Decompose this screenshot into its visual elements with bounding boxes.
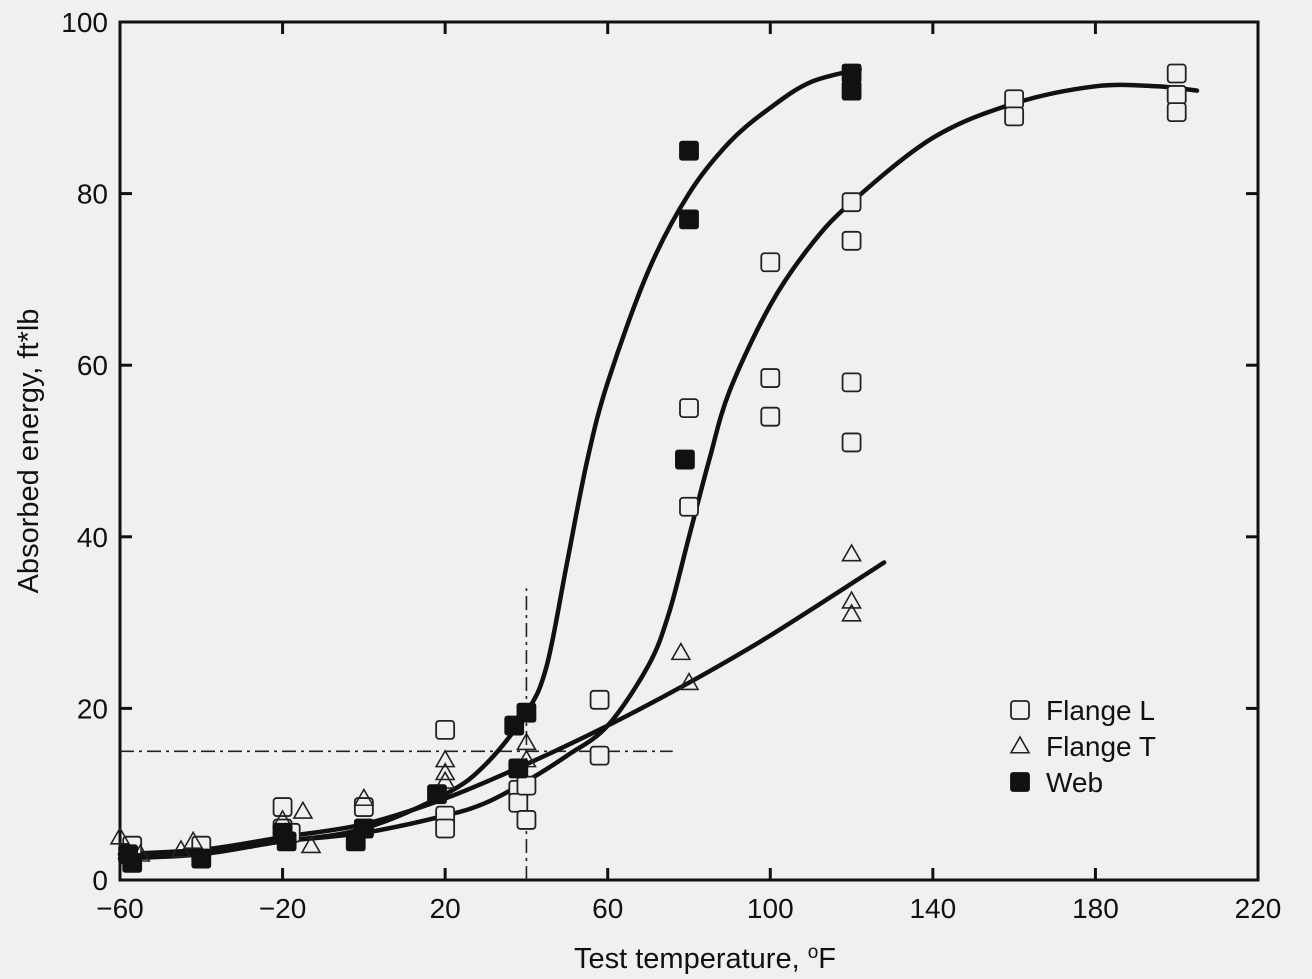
point-flange-l — [589, 745, 610, 766]
x-axis-title: Test temperature, oF — [574, 942, 836, 975]
x-tick-label: −20 — [259, 893, 307, 924]
point-flange-l — [679, 496, 699, 517]
point-flange-l — [1004, 89, 1025, 110]
point-flange-t — [434, 749, 456, 768]
legend-marker-flange-l — [1010, 700, 1030, 720]
x-tick-label: −60 — [96, 893, 144, 924]
point-flange-t — [841, 603, 862, 622]
x-tick-label: 100 — [747, 893, 794, 924]
point-flange-l — [841, 192, 862, 213]
point-flange-l — [841, 372, 862, 393]
legend-label-flange-l: Flange L — [1046, 695, 1155, 726]
point-flange-t — [678, 672, 700, 691]
x-tick-label: 20 — [430, 893, 461, 924]
y-tick-label: 80 — [77, 179, 108, 210]
point-flange-t — [353, 787, 375, 807]
y-axis-title: Absorbed energy, ft*lb — [13, 309, 45, 594]
legend: Flange L Flange T Web — [1009, 695, 1156, 798]
fit-curve-flange-l — [117, 82, 1200, 861]
point-flange-l — [353, 797, 374, 817]
point-flange-t — [292, 800, 314, 819]
point-web — [191, 848, 212, 869]
point-web — [679, 140, 699, 161]
x-tick-label: 60 — [592, 893, 623, 924]
point-web — [122, 852, 143, 873]
x-tick-label: 220 — [1235, 893, 1282, 924]
y-axis: 0 20 40 60 80 100 — [61, 7, 1258, 896]
point-web — [841, 63, 862, 84]
x-tick-label: 180 — [1072, 893, 1119, 924]
point-web — [508, 758, 529, 779]
point-flange-l — [516, 775, 537, 796]
point-web — [427, 784, 447, 805]
y-tick-label: 60 — [77, 350, 108, 381]
point-web — [516, 702, 537, 723]
point-flange-l — [435, 818, 456, 839]
point-flange-t — [841, 590, 862, 609]
point-flange-t — [182, 830, 204, 849]
point-flange-l — [760, 252, 781, 273]
point-flange-l — [1004, 106, 1025, 127]
y-tick-label: 100 — [61, 7, 108, 38]
point-flange-t — [300, 835, 322, 854]
point-flange-l — [435, 719, 456, 740]
x-axis: −60 −20 20 60 100 140 180 220 — [96, 22, 1281, 924]
point-flange-l — [1166, 63, 1187, 84]
point-flange-l — [589, 689, 610, 710]
point-flange-l — [760, 406, 781, 427]
legend-label-web: Web — [1046, 767, 1103, 798]
x-axis-unit: F — [818, 943, 836, 975]
point-flange-l — [1166, 102, 1187, 122]
x-axis-title-text: Test temperature, — [574, 943, 808, 975]
x-axis-unit-prefix: o — [808, 942, 819, 963]
point-web — [276, 831, 297, 852]
point-flange-l — [760, 368, 781, 388]
point-flange-l — [1166, 85, 1187, 105]
fit-curve-flange-t — [117, 560, 887, 857]
legend-marker-flange-t — [1009, 735, 1031, 754]
point-flange-l — [272, 797, 293, 817]
y-tick-label: 20 — [77, 693, 108, 724]
point-flange-t — [841, 543, 862, 562]
point-web — [841, 80, 862, 101]
point-flange-t — [434, 762, 456, 781]
data-points — [109, 63, 1187, 873]
point-flange-l — [841, 230, 862, 251]
point-web — [353, 818, 374, 839]
y-tick-label: 40 — [77, 522, 108, 553]
y-tick-label: 0 — [92, 865, 108, 896]
x-tick-label: 140 — [909, 893, 956, 924]
point-flange-l — [508, 792, 529, 813]
point-flange-l — [841, 432, 862, 453]
point-web — [679, 209, 699, 230]
point-flange-l — [679, 398, 699, 419]
legend-marker-web — [1010, 772, 1030, 792]
fitted-curves — [117, 66, 1200, 861]
point-flange-l — [516, 810, 537, 830]
legend-label-flange-t: Flange T — [1046, 731, 1156, 762]
point-flange-t — [109, 826, 131, 845]
point-flange-t — [670, 642, 692, 661]
point-web — [675, 449, 695, 470]
